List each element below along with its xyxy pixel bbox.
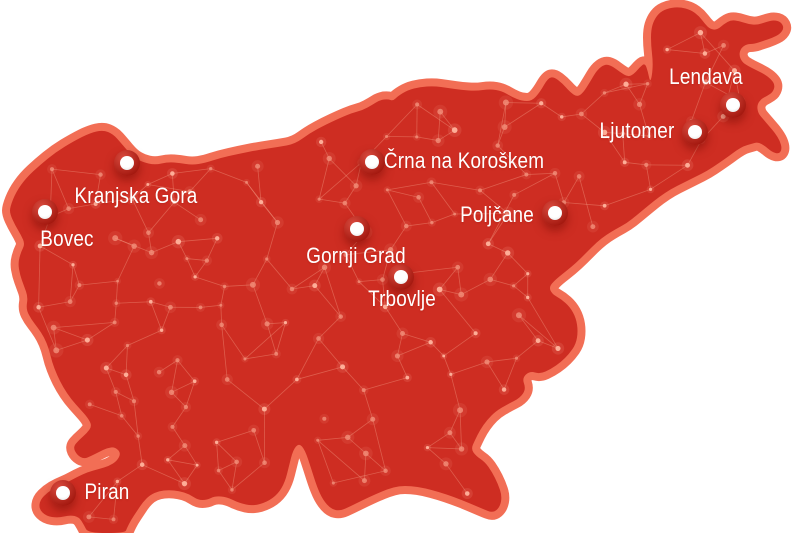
city-label-gornji-grad: Gornji Grad bbox=[306, 242, 406, 268]
city-label-kranjska-gora: Kranjska Gora bbox=[74, 182, 198, 208]
city-label-crna-na-koroskem: Črna na Koroškem bbox=[383, 147, 545, 173]
city-marker-gornji-grad[interactable] bbox=[344, 216, 370, 242]
city-label-trbovlje: Trbovlje bbox=[368, 285, 436, 311]
city-marker-dot bbox=[688, 125, 702, 139]
city-marker-ljutomer[interactable] bbox=[682, 119, 708, 145]
city-marker-dot bbox=[350, 222, 364, 236]
city-marker-lendava[interactable] bbox=[720, 92, 746, 118]
city-marker-piran[interactable] bbox=[50, 480, 76, 506]
city-marker-poljcane[interactable] bbox=[542, 200, 568, 226]
city-marker-bovec[interactable] bbox=[32, 199, 58, 225]
city-marker-dot bbox=[548, 206, 562, 220]
city-marker-dot bbox=[726, 98, 740, 112]
city-marker-dot bbox=[394, 270, 408, 284]
network-pattern bbox=[33, 26, 746, 525]
city-marker-trbovlje[interactable] bbox=[388, 264, 414, 290]
city-label-bovec: Bovec bbox=[40, 225, 94, 251]
city-marker-dot bbox=[56, 486, 70, 500]
city-marker-dot bbox=[365, 155, 379, 169]
city-label-poljcane: Poljčane bbox=[460, 201, 534, 227]
city-marker-kranjska-gora[interactable] bbox=[114, 150, 140, 176]
city-label-piran: Piran bbox=[84, 478, 130, 504]
city-label-ljutomer: Ljutomer bbox=[599, 117, 675, 143]
city-marker-crna-na-koroskem[interactable] bbox=[359, 149, 385, 175]
city-marker-dot bbox=[120, 156, 134, 170]
city-marker-dot bbox=[38, 205, 52, 219]
city-label-lendava: Lendava bbox=[669, 63, 743, 89]
